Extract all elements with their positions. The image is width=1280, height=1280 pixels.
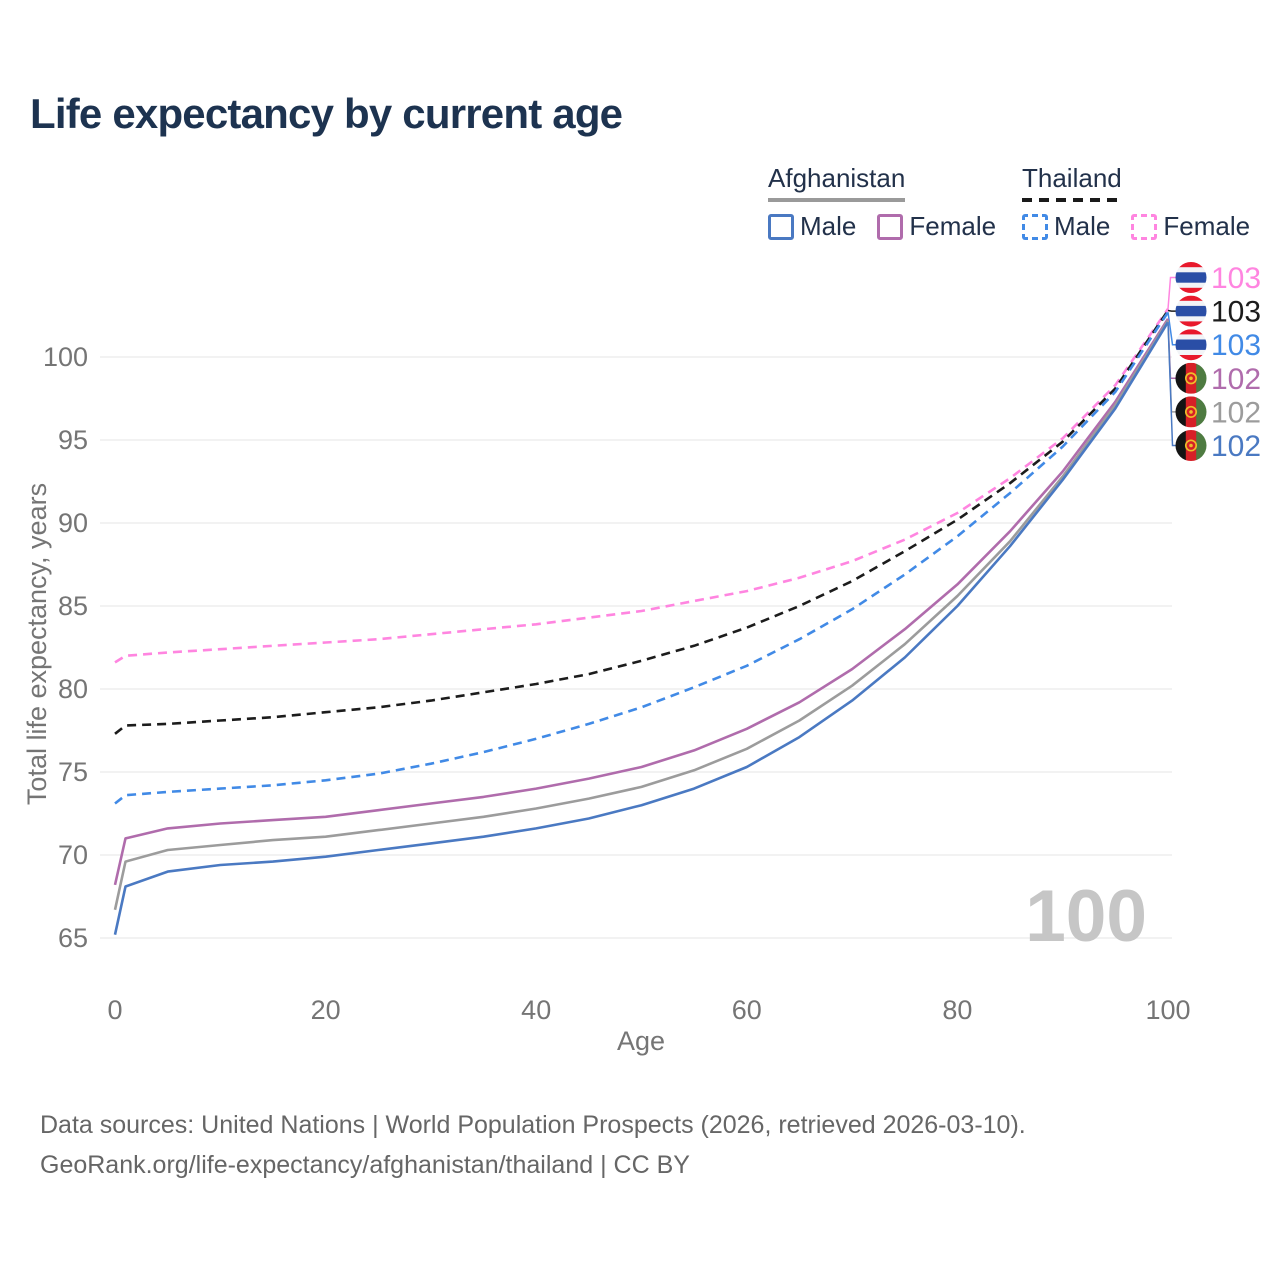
- y-tick-label: 80: [58, 674, 88, 704]
- y-tick-label: 85: [58, 591, 88, 621]
- x-tick-label: 80: [942, 995, 972, 1025]
- footer-source-line: Data sources: United Nations | World Pop…: [40, 1111, 1026, 1139]
- thailand-male-checkbox[interactable]: [1022, 213, 1048, 240]
- age-counter-watermark: 100: [1025, 876, 1147, 957]
- page-title: Life expectancy by current age: [30, 90, 623, 137]
- afghanistan-male-label: Male: [800, 211, 857, 241]
- afghanistan-flag-icon: [1175, 362, 1207, 394]
- series-line-afghanistan-both: [113, 319, 1170, 911]
- legend-item-thailand-male[interactable]: Male: [1022, 211, 1110, 242]
- thailand-flag-icon: [1175, 295, 1207, 327]
- legend-country-thailand[interactable]: Thailand: [1022, 163, 1122, 202]
- series-line-afghanistan-female: [113, 318, 1170, 886]
- legend: Afghanistan Male Female Thailand: [0, 163, 1280, 243]
- thailand-female-label: Female: [1163, 211, 1251, 241]
- y-tick-label: 90: [58, 508, 88, 538]
- series-lines: [113, 308, 1170, 935]
- end-value-label-thailand-male: 103: [1211, 329, 1261, 362]
- x-tick-label: 40: [521, 995, 551, 1025]
- end-value-label-afghanistan-both: 102: [1211, 396, 1261, 429]
- legend-country-afghanistan-label: Afghanistan: [768, 163, 906, 193]
- x-tick-labels: 0 20 40 60 80 100: [107, 995, 1190, 1025]
- leader-line-afghanistan-male: [1167, 322, 1176, 447]
- end-value-label-afghanistan-female: 102: [1211, 363, 1261, 396]
- legend-items-afghanistan: Male Female: [768, 211, 1017, 242]
- leader-line-thailand-female: [1167, 276, 1176, 309]
- legend-item-afghanistan-female[interactable]: Female: [877, 211, 996, 242]
- y-axis-title: Total life expectancy, years: [22, 483, 52, 805]
- legend-item-afghanistan-male[interactable]: Male: [768, 211, 856, 242]
- y-tick-label: 70: [58, 840, 88, 870]
- thailand-flag-icon: [1175, 329, 1207, 361]
- y-tick-label: 75: [58, 757, 88, 787]
- y-tick-label: 65: [58, 923, 88, 953]
- gridlines: [100, 356, 1172, 939]
- footer: Data sources: United Nations | World Pop…: [40, 1105, 1026, 1185]
- x-tick-label: 100: [1145, 995, 1190, 1025]
- end-value-label-afghanistan-male: 102: [1211, 430, 1261, 463]
- afghanistan-female-label: Female: [909, 211, 997, 241]
- legend-item-thailand-female[interactable]: Female: [1131, 211, 1250, 242]
- leader-line-thailand-both: [1167, 309, 1176, 312]
- series-line-thailand-female: [114, 308, 1170, 664]
- afghanistan-flag-icon: [1175, 430, 1207, 461]
- legend-group-thailand: Thailand Male Female: [1022, 163, 1271, 242]
- legend-country-thailand-label: Thailand: [1022, 163, 1122, 193]
- y-tick-labels: 65 70 75 80 85 90 95 100: [43, 342, 88, 953]
- y-tick-label: 95: [58, 425, 88, 455]
- afghanistan-flag-icon: [1175, 396, 1207, 428]
- series-line-thailand-both: [114, 309, 1170, 735]
- thailand-male-label: Male: [1054, 211, 1111, 241]
- footer-attribution-line: GeoRank.org/life-expectancy/afghanistan/…: [40, 1151, 690, 1179]
- leader-line-thailand-male: [1167, 312, 1176, 346]
- thailand-line-style-underline: [1022, 198, 1122, 202]
- thailand-female-checkbox[interactable]: [1131, 213, 1158, 240]
- legend-group-afghanistan: Afghanistan Male Female: [768, 163, 1017, 242]
- x-tick-label: 60: [732, 995, 762, 1025]
- legend-country-afghanistan[interactable]: Afghanistan: [768, 163, 906, 202]
- series-line-afghanistan-male: [113, 321, 1170, 935]
- series-line-thailand-male: [114, 311, 1170, 805]
- x-tick-label: 0: [107, 995, 122, 1025]
- afghanistan-male-checkbox[interactable]: [768, 213, 794, 240]
- end-value-label-thailand-both: 103: [1211, 296, 1261, 329]
- x-tick-label: 20: [311, 995, 341, 1025]
- afghanistan-line-style-underline: [768, 198, 906, 202]
- x-axis-title: Age: [617, 1026, 665, 1056]
- afghanistan-female-checkbox[interactable]: [877, 213, 904, 240]
- thailand-flag-icon: [1175, 262, 1207, 293]
- y-tick-label: 100: [43, 342, 88, 372]
- legend-items-thailand: Male Female: [1022, 211, 1271, 242]
- end-value-label-thailand-female: 103: [1211, 262, 1261, 295]
